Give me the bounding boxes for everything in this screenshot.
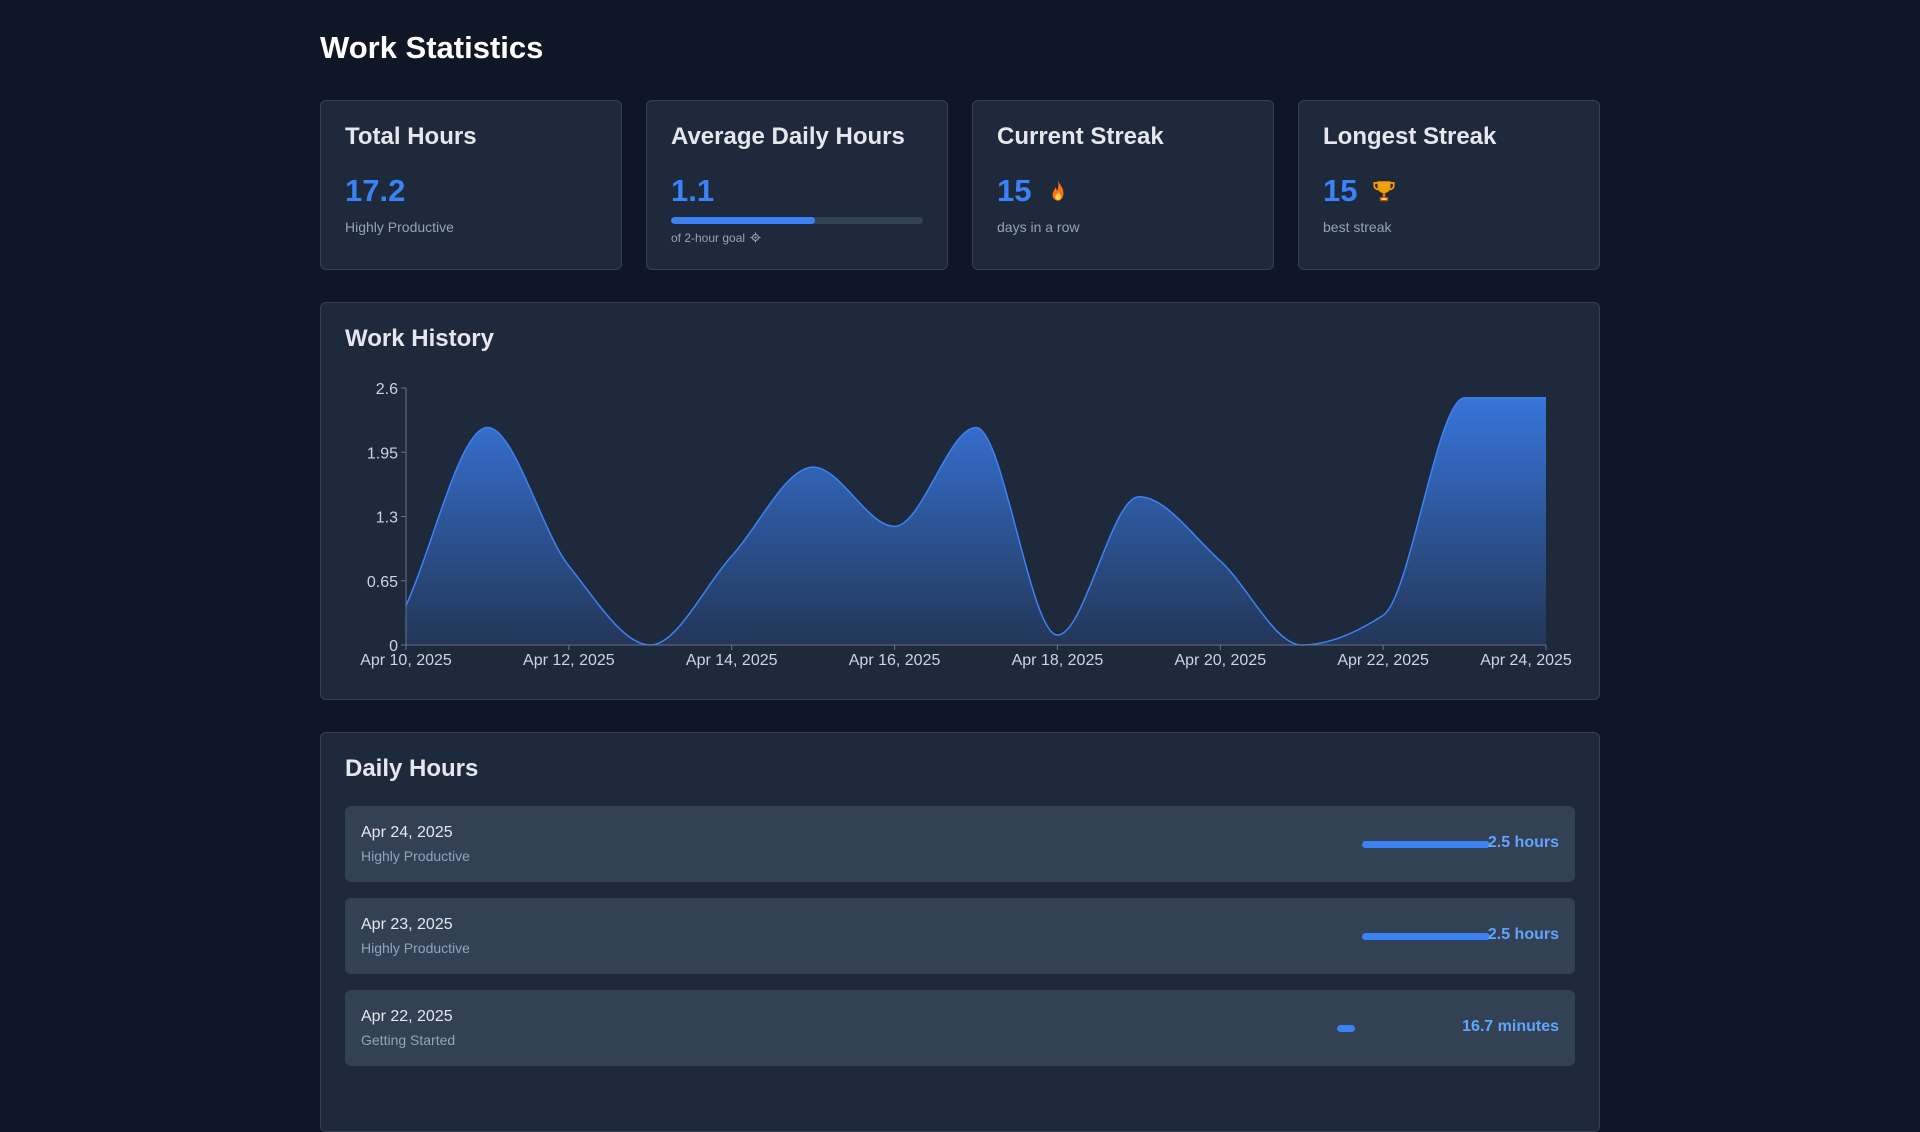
trophy-icon — [1373, 181, 1396, 202]
y-axis-ticks: 0 0.65 1.3 1.95 2.6 — [367, 381, 406, 655]
page-title: Work Statistics — [320, 30, 544, 65]
x-axis-ticks: Apr 10, 2025 Apr 12, 2025 Apr 14, 2025 Apr … — [360, 645, 1572, 669]
daily-row-date: Apr 24, 2025 — [361, 824, 453, 841]
current-streak-title: Current Streak — [997, 123, 1164, 150]
x-tick-label: Apr 24, 2025 — [1480, 652, 1572, 669]
total-hours-number: 17.2 — [345, 173, 406, 208]
daily-row-status: Highly Productive — [361, 848, 470, 864]
current-streak-value: 15 — [997, 173, 1071, 209]
work-history-card: Work History 0 0.65 1.3 1.95 2.6 Apr 10, 202… — [320, 302, 1600, 700]
work-history-chart: 0 0.65 1.3 1.95 2.6 Apr 10, 2025 Apr 12, 2025… — [360, 381, 1572, 669]
daily-row-value: 2.5 hours — [1487, 926, 1559, 943]
daily-row: Apr 24, 2025 Highly Productive 2.5 hours — [345, 806, 1575, 882]
longest-streak-title: Longest Streak — [1323, 123, 1497, 150]
daily-row: Apr 23, 2025 Highly Productive 2.5 hours — [345, 898, 1575, 974]
x-tick-label: Apr 18, 2025 — [1012, 652, 1104, 669]
goal-progress-bar — [671, 217, 923, 224]
total-hours-value: 17.2 — [345, 173, 405, 209]
daily-row-status: Getting Started — [361, 1032, 456, 1048]
x-tick-label: Apr 20, 2025 — [1174, 652, 1266, 669]
fire-icon — [1053, 180, 1064, 201]
x-tick-label: Apr 10, 2025 — [360, 652, 452, 669]
daily-row-bar — [1337, 1025, 1355, 1032]
x-tick-label: Apr 12, 2025 — [523, 652, 615, 669]
daily-row-date: Apr 22, 2025 — [361, 1008, 453, 1025]
daily-hours-title: Daily Hours — [345, 755, 479, 782]
work-history-title: Work History — [345, 325, 494, 352]
y-tick-label: 0 — [389, 638, 398, 655]
daily-row: Apr 22, 2025 Getting Started 16.7 minute… — [345, 990, 1575, 1066]
daily-row-value: 16.7 minutes — [1462, 1018, 1559, 1035]
daily-row-date: Apr 23, 2025 — [361, 916, 453, 933]
daily-row-value: 2.5 hours — [1487, 834, 1559, 851]
history-line — [405, 397, 1546, 646]
total-hours-title: Total Hours — [345, 123, 477, 150]
x-tick-label: Apr 22, 2025 — [1337, 652, 1429, 669]
y-tick-label: 2.6 — [376, 381, 398, 398]
current-streak-number: 15 — [997, 173, 1032, 208]
longest-streak-number: 15 — [1323, 173, 1358, 208]
daily-row-status: Highly Productive — [361, 940, 470, 956]
daily-row-bar — [1362, 841, 1490, 848]
total-hours-card: Total Hours 17.2 Highly Productive — [320, 100, 622, 270]
average-daily-title: Average Daily Hours — [671, 123, 905, 150]
y-tick-label: 1.95 — [367, 445, 398, 462]
goal-subtitle-text: of 2-hour goal — [671, 231, 746, 245]
longest-streak-value: 15 — [1323, 173, 1397, 209]
daily-hours-card: Daily Hours Apr 24, 2025 Highly Producti… — [320, 732, 1600, 1132]
current-streak-subtitle: days in a row — [997, 219, 1080, 235]
longest-streak-card: Longest Streak 15 best streak — [1298, 100, 1600, 270]
daily-row-bar — [1362, 933, 1490, 940]
goal-progress-fill — [671, 217, 815, 224]
gear-icon — [750, 232, 761, 243]
y-tick-label: 1.3 — [376, 510, 398, 527]
current-streak-card: Current Streak 15 days in a row — [972, 100, 1274, 270]
longest-streak-subtitle: best streak — [1323, 219, 1392, 235]
x-tick-label: Apr 16, 2025 — [849, 652, 941, 669]
average-daily-subtitle: of 2-hour goal — [671, 231, 761, 245]
average-daily-value: 1.1 — [671, 173, 714, 209]
y-tick-label: 0.65 — [367, 574, 398, 591]
x-tick-label: Apr 14, 2025 — [686, 652, 778, 669]
history-area — [406, 397, 1546, 645]
average-daily-number: 1.1 — [671, 173, 715, 208]
average-daily-card: Average Daily Hours 1.1 of 2-hour goal — [646, 100, 948, 270]
total-hours-subtitle: Highly Productive — [345, 219, 454, 235]
